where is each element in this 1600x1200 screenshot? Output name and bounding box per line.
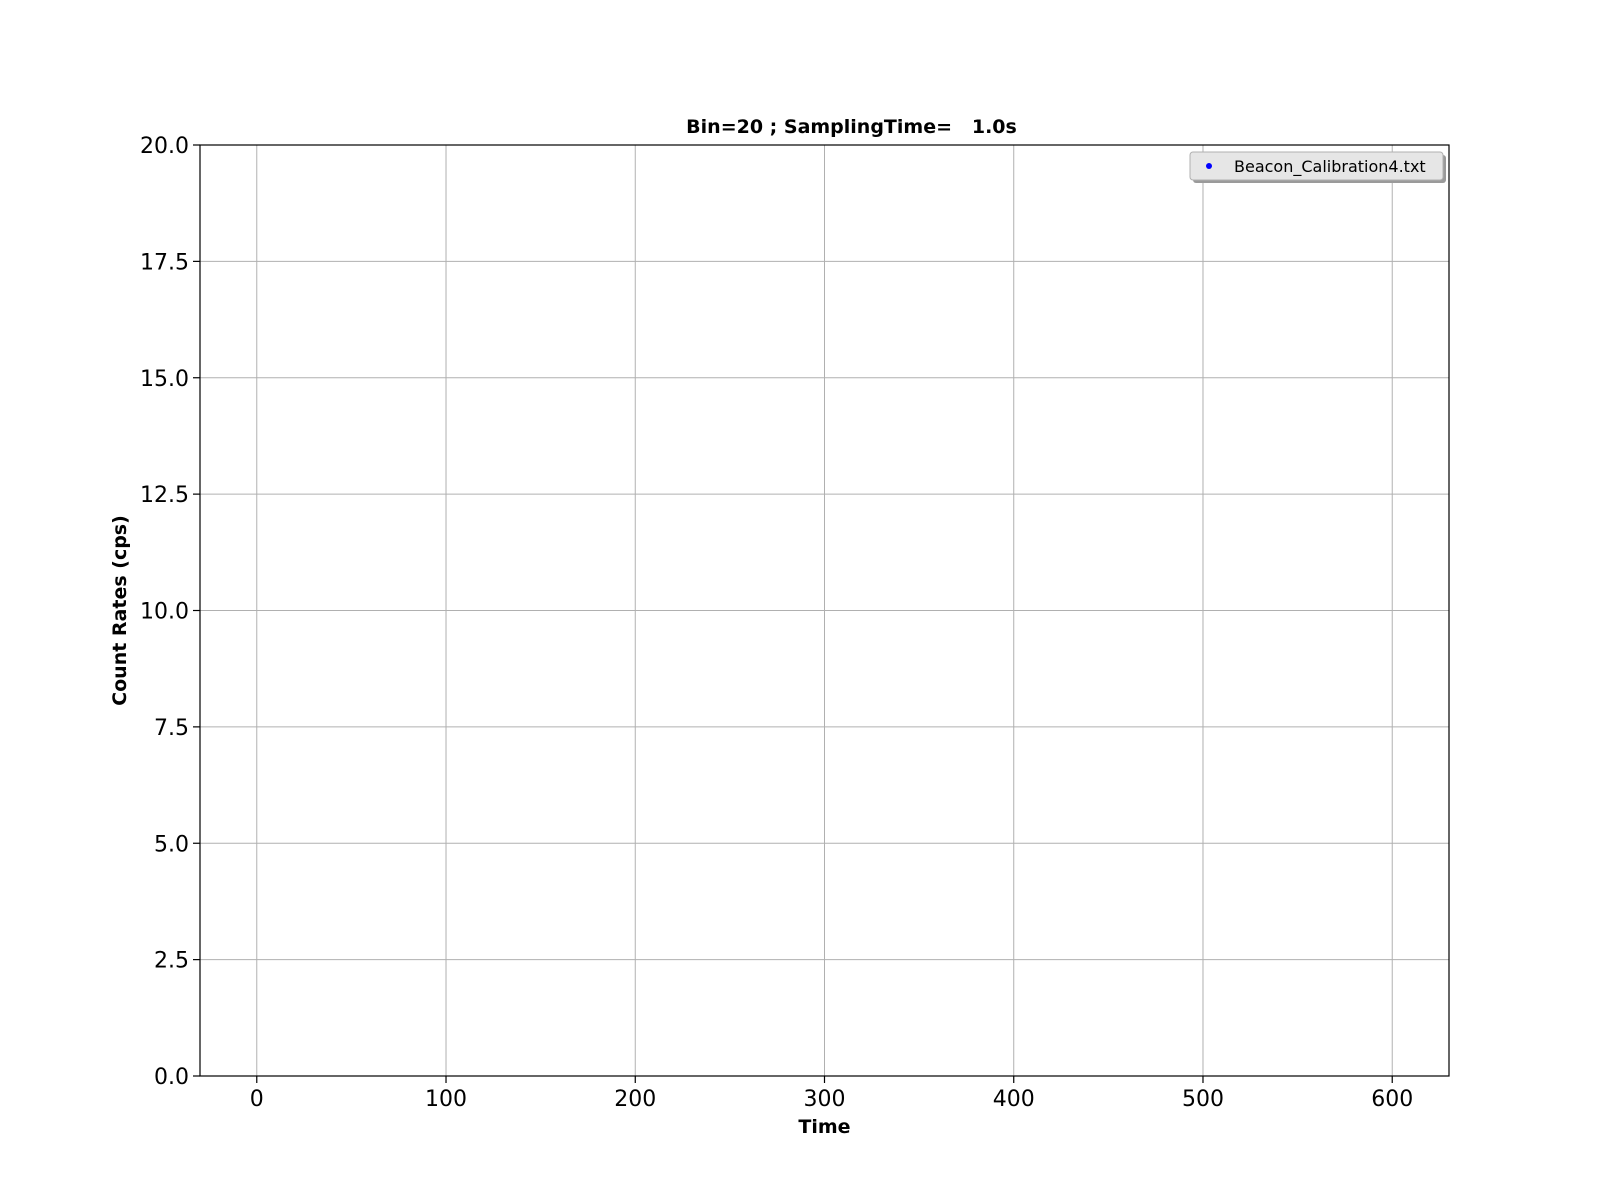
- y-tick-label: 0.0: [154, 1065, 189, 1090]
- y-axis-label: Count Rates (cps): [109, 515, 131, 706]
- x-axis-label: Time: [798, 1116, 850, 1138]
- x-tick-label: 200: [614, 1087, 656, 1112]
- x-tick-label: 100: [425, 1087, 467, 1112]
- y-tick-label: 12.5: [140, 483, 189, 508]
- x-tick-label: 500: [1182, 1087, 1224, 1112]
- y-tick-label: 17.5: [140, 250, 189, 275]
- x-axis: 0 100 200 300 400 500 600: [250, 1076, 1413, 1112]
- legend-box: [1189, 151, 1444, 181]
- legend-label: Beacon_Calibration4.txt: [1234, 157, 1426, 177]
- x-tick-label: 600: [1371, 1087, 1413, 1112]
- y-tick-label: 5.0: [154, 832, 189, 857]
- x-tick-label: 300: [804, 1087, 846, 1112]
- y-tick-label: 2.5: [154, 949, 189, 974]
- y-tick-label: 15.0: [140, 367, 189, 392]
- x-tick-label: 0: [250, 1087, 264, 1112]
- x-tick-label: 400: [993, 1087, 1035, 1112]
- y-axis: 0.0 2.5 5.0 7.5 10.0 12.5 15.0 17.5 20.0: [140, 134, 200, 1090]
- y-tick-label: 7.5: [154, 716, 189, 741]
- legend-entries: Beacon_Calibration4.txt: [1206, 157, 1426, 177]
- y-tick-label: 20.0: [140, 134, 189, 159]
- y-tick-label: 10.0: [140, 600, 189, 625]
- legend: Beacon_Calibration4.txt: [1189, 151, 1446, 183]
- chart-title: Bin=20 ; SamplingTime= 1.0s: [686, 116, 1017, 138]
- legend-marker: [1206, 163, 1212, 169]
